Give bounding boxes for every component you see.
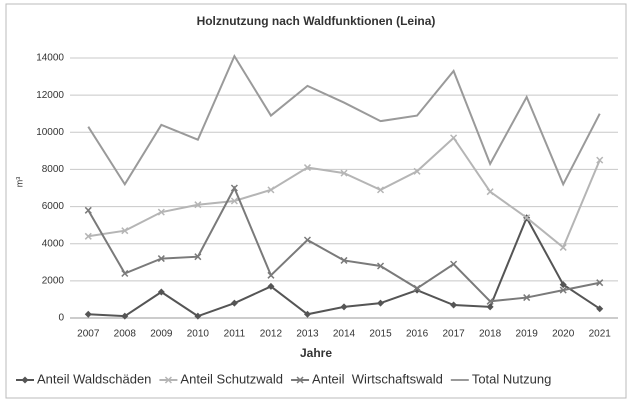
x-tick-label: 2019 bbox=[516, 329, 539, 340]
y-tick-label: 6000 bbox=[42, 201, 65, 212]
legend-label: Total Nutzung bbox=[472, 371, 552, 386]
x-axis-title: Jahre bbox=[300, 346, 332, 360]
point bbox=[450, 260, 458, 268]
legend-label: Anteil Schutzwald bbox=[180, 371, 283, 386]
x-tick-label: 2016 bbox=[406, 329, 429, 340]
point bbox=[84, 206, 92, 214]
point bbox=[523, 214, 531, 222]
point bbox=[157, 208, 165, 216]
point bbox=[121, 269, 129, 277]
x-tick-label: 2009 bbox=[150, 329, 173, 340]
point bbox=[559, 281, 567, 289]
x-tick-label: 2010 bbox=[187, 329, 210, 340]
point bbox=[164, 376, 172, 384]
x-tick-label: 2013 bbox=[296, 329, 319, 340]
y-tick-label: 12000 bbox=[36, 90, 64, 101]
point bbox=[21, 376, 29, 384]
point bbox=[267, 282, 275, 290]
x-tick-label: 2011 bbox=[224, 329, 246, 340]
point bbox=[303, 164, 311, 172]
point bbox=[230, 299, 238, 307]
point bbox=[194, 312, 202, 320]
point bbox=[377, 186, 385, 194]
x-tick-label: 2018 bbox=[479, 329, 502, 340]
point bbox=[523, 294, 531, 302]
point bbox=[596, 156, 604, 164]
y-tick-label: 0 bbox=[58, 313, 64, 324]
y-tick-label: 4000 bbox=[42, 238, 65, 249]
x-tick-label: 2014 bbox=[333, 329, 356, 340]
chart-title: Holznutzung nach Waldfunktionen (Leina) bbox=[197, 14, 436, 28]
x-tick-label: 2017 bbox=[442, 329, 465, 340]
point bbox=[303, 310, 311, 318]
x-tick-label: 2008 bbox=[114, 329, 137, 340]
point bbox=[413, 284, 421, 292]
x-tick-label: 2012 bbox=[260, 329, 283, 340]
point bbox=[450, 301, 458, 309]
point bbox=[340, 169, 348, 177]
point bbox=[559, 286, 567, 294]
y-tick-label: 2000 bbox=[42, 275, 65, 286]
point bbox=[303, 236, 311, 244]
point bbox=[377, 299, 385, 307]
x-tick-label: 2007 bbox=[77, 329, 100, 340]
y-tick-label: 10000 bbox=[36, 127, 64, 138]
point bbox=[413, 167, 421, 175]
point bbox=[194, 201, 202, 209]
point bbox=[486, 188, 494, 196]
point bbox=[230, 184, 238, 192]
point bbox=[194, 253, 202, 261]
x-tick-label: 2020 bbox=[552, 329, 575, 340]
point bbox=[121, 312, 129, 320]
point bbox=[84, 310, 92, 318]
x-tick-label: 2021 bbox=[589, 329, 612, 340]
point bbox=[267, 186, 275, 194]
point bbox=[296, 376, 304, 384]
point bbox=[267, 271, 275, 279]
point bbox=[84, 232, 92, 240]
point bbox=[340, 256, 348, 264]
point bbox=[230, 197, 238, 205]
point bbox=[486, 303, 494, 311]
legend-label: Anteil Wirtschaftswald bbox=[312, 371, 443, 386]
point bbox=[157, 288, 165, 296]
point bbox=[596, 279, 604, 287]
y-axis-title: m³ bbox=[14, 177, 24, 188]
point bbox=[413, 286, 421, 294]
point bbox=[340, 303, 348, 311]
chart-frame bbox=[5, 3, 627, 399]
y-tick-label: 14000 bbox=[36, 53, 64, 64]
point bbox=[450, 134, 458, 142]
series-line bbox=[87, 53, 601, 187]
point bbox=[377, 262, 385, 270]
x-tick-label: 2015 bbox=[369, 329, 392, 340]
y-tick-label: 8000 bbox=[42, 164, 65, 175]
legend-label: Anteil Waldschäden bbox=[37, 371, 151, 386]
point bbox=[596, 305, 604, 313]
point bbox=[486, 297, 494, 305]
point bbox=[157, 255, 165, 263]
point bbox=[121, 227, 129, 235]
point bbox=[559, 243, 567, 251]
